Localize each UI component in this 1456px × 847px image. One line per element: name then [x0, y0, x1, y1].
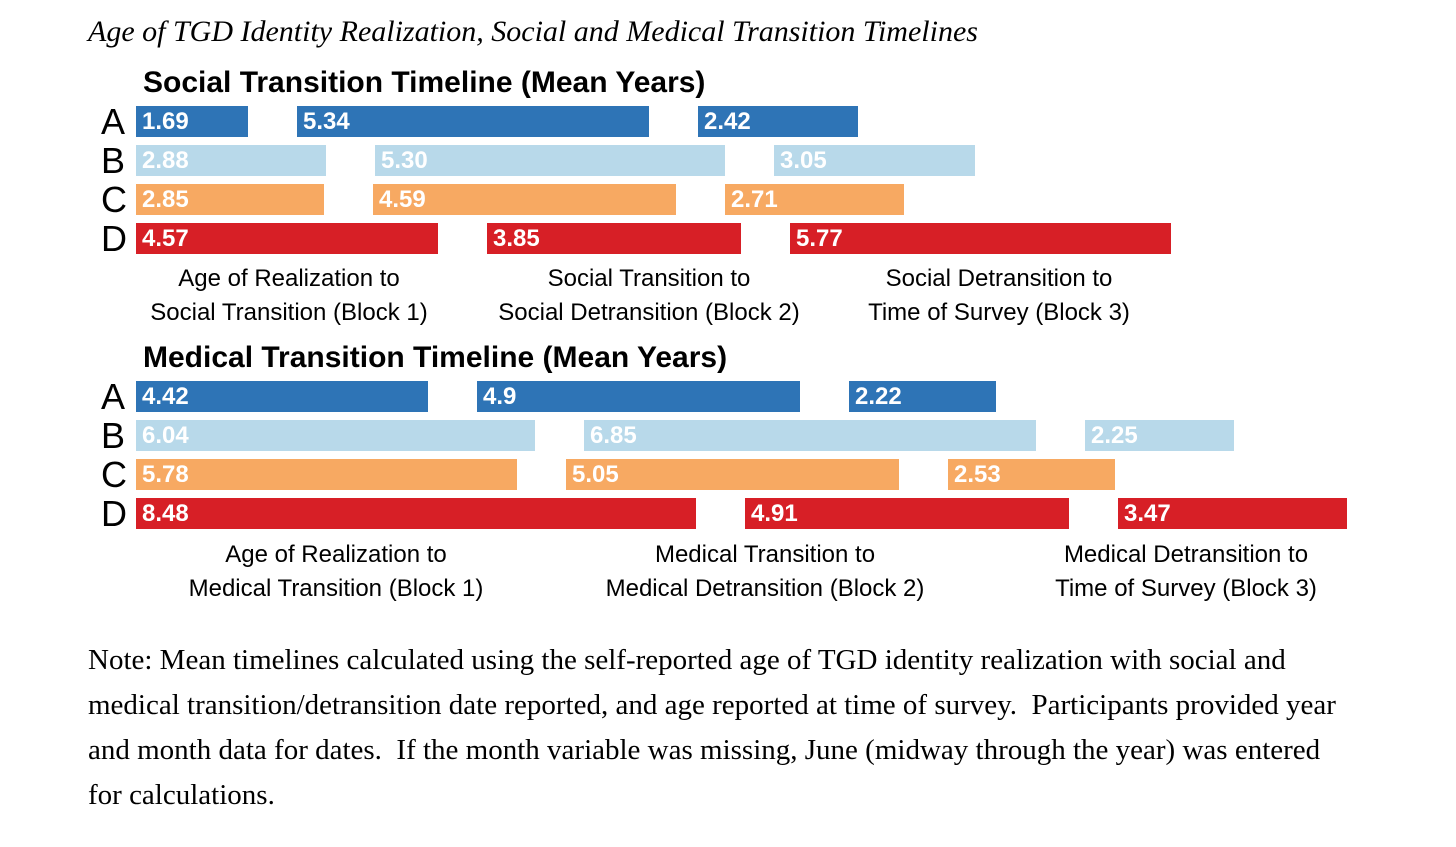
- row-label: A: [101, 101, 126, 142]
- block-axis-label-line: Age of Realization to: [225, 541, 447, 568]
- chart-row: C 2.85 4.59 2.71: [101, 179, 1456, 220]
- bar-value-label: 2.22: [855, 382, 902, 410]
- bar-segment: 2.85: [136, 184, 324, 215]
- bar-segment: 3.47: [1118, 498, 1347, 529]
- block-axis-label-line: Time of Survey (Block 3): [1055, 575, 1317, 602]
- bar-segment: 4.59: [373, 184, 676, 215]
- bar-value-label: 5.05: [572, 460, 619, 488]
- row-label: C: [101, 454, 127, 495]
- social-chart-title: Social Transition Timeline (Mean Years): [143, 66, 706, 99]
- block-axis-label-line: Social Detransition to: [885, 265, 1113, 292]
- bar-value-label: 3.85: [493, 224, 540, 252]
- chart-row: D 4.57 3.85 5.77: [101, 218, 1456, 259]
- block-axis-label: Age of Realization to Medical Transition …: [189, 538, 484, 606]
- bar-segment: 5.30: [375, 145, 725, 176]
- bar-value-label: 1.69: [142, 107, 189, 135]
- block-axis-label-line: Social Transition (Block 1): [150, 299, 428, 326]
- block-axis-label-line: Social Transition to: [547, 265, 751, 292]
- bar-value-label: 4.9: [483, 382, 517, 410]
- social-block-labels: Age of Realization to Social Transition (…: [0, 262, 1456, 340]
- bar-value-label: 4.57: [142, 224, 189, 252]
- medical-chart-rows: A 4.42 4.9 2.22 B 6.04 6.85 2.25 C 5.78 5.05 2.53 D 8…: [0, 376, 1456, 534]
- block-axis-label-line: Social Detransition (Block 2): [498, 299, 800, 326]
- bar-value-label: 6.85: [590, 421, 637, 449]
- chart-row: A 1.69 5.34 2.42: [101, 101, 1456, 142]
- bar-segment: 2.53: [948, 459, 1115, 490]
- block-axis-label-line: Time of Survey (Block 3): [868, 299, 1130, 326]
- bar-segment: 4.57: [136, 223, 438, 254]
- bar-value-label: 2.25: [1091, 421, 1138, 449]
- bar-segment: 1.69: [136, 106, 248, 137]
- bar-segment: 4.9: [477, 381, 800, 412]
- block-axis-label-line: Medical Transition (Block 1): [188, 575, 484, 602]
- block-axis-label: Social Detransition to Time of Survey (Bl…: [868, 262, 1130, 330]
- bar-value-label: 5.30: [381, 146, 428, 174]
- row-label: D: [101, 218, 127, 259]
- bar-segment: 2.88: [136, 145, 326, 176]
- bar-segment: 3.85: [487, 223, 741, 254]
- chart-row: C 5.78 5.05 2.53: [101, 454, 1456, 495]
- row-label: A: [101, 376, 126, 417]
- block-axis-label-line: Age of Realization to: [178, 265, 400, 292]
- bar-value-label: 5.78: [142, 460, 189, 488]
- bar-value-label: 3.05: [780, 146, 827, 174]
- bar-segment: 5.78: [136, 459, 517, 490]
- bar-segment: 2.25: [1085, 420, 1234, 451]
- block-axis-label-line: Medical Detransition to: [1063, 541, 1309, 568]
- bar-segment: 6.85: [584, 420, 1036, 451]
- bar-segment: 5.77: [790, 223, 1171, 254]
- bar-segment: 5.05: [566, 459, 899, 490]
- social-timeline-chart: Social Transition Timeline (Mean Years) …: [0, 65, 1456, 340]
- bar-segment: 4.42: [136, 381, 428, 412]
- medical-timeline-chart: Medical Transition Timeline (Mean Years)…: [0, 340, 1456, 616]
- bar-segment: 2.42: [698, 106, 858, 137]
- bar-segment: 8.48: [136, 498, 696, 529]
- medical-block-labels: Age of Realization to Medical Transition …: [0, 538, 1456, 616]
- row-label: B: [101, 140, 126, 181]
- block-axis-label: Medical Detransition to Time of Survey (B…: [1055, 538, 1317, 606]
- bar-value-label: 5.77: [796, 224, 843, 252]
- note-text: Note: Mean timelines calculated using th…: [88, 644, 1344, 811]
- bar-value-label: 4.42: [142, 382, 189, 410]
- chart-row: B 2.88 5.30 3.05: [101, 140, 1456, 181]
- row-label: D: [101, 493, 127, 534]
- social-chart-rows: A 1.69 5.34 2.42 B 2.88 5.30 3.05 C 2.85 4.59 2.71 D…: [0, 101, 1456, 259]
- bar-value-label: 6.04: [142, 421, 189, 449]
- bar-value-label: 4.91: [751, 499, 798, 527]
- figure-page: Age of TGD Identity Realization, Social …: [0, 14, 1456, 847]
- medical-chart-title: Medical Transition Timeline (Mean Years): [143, 341, 728, 374]
- bar-segment: 2.71: [725, 184, 904, 215]
- row-label: B: [101, 415, 126, 456]
- bar-value-label: 5.34: [303, 107, 350, 135]
- bar-segment: 6.04: [136, 420, 535, 451]
- bar-value-label: 2.85: [142, 185, 189, 213]
- bar-segment: 2.22: [849, 381, 996, 412]
- bar-segment: 3.05: [774, 145, 975, 176]
- bar-value-label: 3.47: [1124, 499, 1171, 527]
- row-label: C: [101, 179, 127, 220]
- bar-segment: 4.91: [745, 498, 1069, 529]
- bar-value-label: 4.59: [379, 185, 426, 213]
- bar-value-label: 2.71: [731, 185, 778, 213]
- figure-title: Age of TGD Identity Realization, Social …: [88, 15, 978, 48]
- block-axis-label-line: Medical Transition to: [654, 541, 876, 568]
- block-axis-label-line: Medical Detransition (Block 2): [605, 575, 925, 602]
- bar-value-label: 2.53: [954, 460, 1001, 488]
- chart-row: A 4.42 4.9 2.22: [101, 376, 1456, 417]
- bar-value-label: 2.42: [704, 107, 751, 135]
- bar-segment: 5.34: [297, 106, 649, 137]
- chart-row: D 8.48 4.91 3.47: [101, 493, 1456, 534]
- chart-row: B 6.04 6.85 2.25: [101, 415, 1456, 456]
- bar-value-label: 8.48: [142, 499, 189, 527]
- block-axis-label: Age of Realization to Social Transition (…: [150, 262, 427, 330]
- block-axis-label: Social Transition to Social Detransition …: [498, 262, 799, 330]
- block-axis-label: Medical Transition to Medical Detransitio…: [606, 538, 925, 606]
- bar-value-label: 2.88: [142, 146, 189, 174]
